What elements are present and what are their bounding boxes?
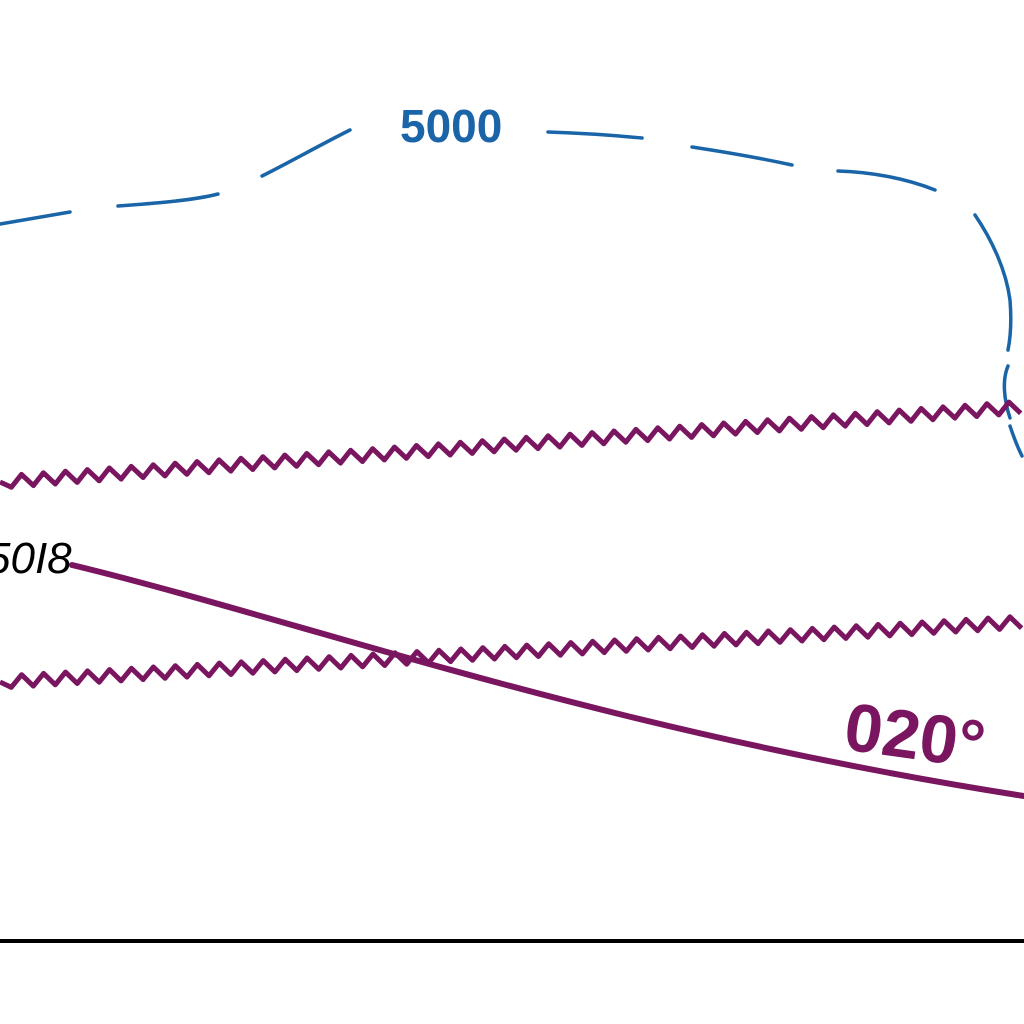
zigzag-boundary-line-upper [0, 399, 1023, 490]
airway-course-line [69, 562, 1024, 799]
contour-label: 5000 [400, 100, 502, 152]
waypoint-label: 50I8 [0, 534, 72, 583]
zigzag-boundary-line-lower [0, 614, 1024, 690]
contour-line [0, 128, 1024, 458]
